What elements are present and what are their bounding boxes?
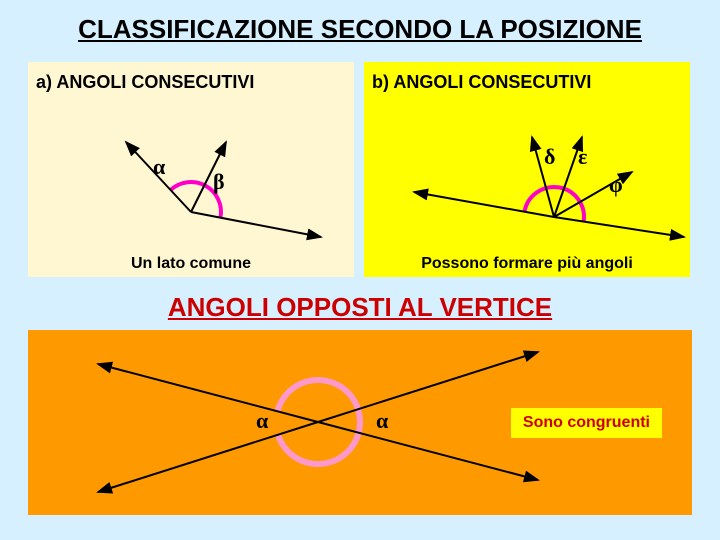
page-title: CLASSIFICAZIONE SECONDO LA POSIZIONE (78, 14, 642, 45)
panel-a-svg (28, 62, 354, 277)
panel-b-caption: Possono formare più angoli (421, 255, 633, 273)
panel-b: b) ANGOLI CONSECUTIVI Possono formare pi… (364, 62, 690, 277)
page-root: CLASSIFICAZIONE SECONDO LA POSIZIONE a) … (0, 0, 720, 540)
angle-label: α (153, 154, 165, 180)
panel-a-caption: Un lato comune (131, 255, 251, 273)
section2-title: ANGOLI OPPOSTI AL VERTICE (168, 292, 552, 323)
congruent-label: Sono congruenti (511, 408, 662, 438)
angle-label: α (256, 408, 268, 434)
angle-label: φ (609, 172, 623, 198)
angle-label: ε (578, 144, 587, 170)
angle-label: α (376, 408, 388, 434)
angle-label: β (213, 169, 225, 195)
angle-label: δ (544, 144, 555, 170)
panel-c: Sono congruenti α α (28, 330, 692, 515)
panel-a: a) ANGOLI CONSECUTIVI Un lato comune αβ (28, 62, 354, 277)
panel-b-svg (364, 62, 690, 277)
